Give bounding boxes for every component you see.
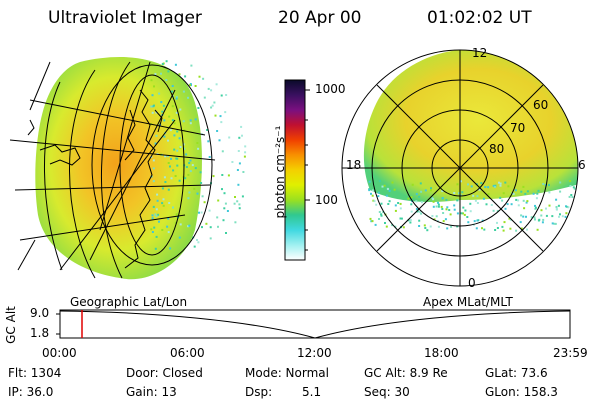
timeline-axis-name: GC Alt: [3, 306, 18, 344]
geographic-grid: [9, 61, 216, 279]
timeline-right-title: Apex MLat/MLT: [423, 295, 513, 309]
colorbar-unit-label: photon cm⁻²s⁻¹: [273, 125, 287, 219]
time-tick-2359: 23:59: [553, 346, 588, 360]
sequence-number: Seq: 30: [364, 385, 410, 399]
colorbar: [284, 79, 310, 261]
colorbar-tick-100: 100: [315, 193, 338, 207]
y-tick-1-8: 1.8: [30, 326, 50, 340]
colorbar-tick-1000: 1000: [315, 82, 346, 96]
y-tick-9: 9.0: [30, 306, 50, 320]
ip-value: IP: 36.0: [8, 385, 54, 399]
geographic-longitude: GLon: 158.3: [485, 385, 558, 399]
mlat-label-70: 70: [510, 121, 526, 135]
time-tick-1200: 12:00: [297, 346, 332, 360]
date-label: 20 Apr 00: [278, 8, 362, 28]
polar-aurora-oval: [363, 50, 578, 202]
mode-value: Mode: Normal: [245, 366, 329, 380]
time-tick-0000: 00:00: [42, 346, 77, 360]
mlt-label-6: 6: [578, 158, 586, 172]
mlat-label-80: 80: [489, 142, 505, 156]
altitude-curve: [59, 310, 571, 339]
timeline-left-title: Geographic Lat/Lon: [70, 295, 188, 309]
flight-number: Flt: 1304: [8, 366, 62, 380]
coastline-outline: [27, 89, 163, 269]
mlt-label-12: 12: [472, 46, 488, 60]
mlt-label-0: 0: [468, 276, 476, 290]
timeline-plot: [56, 309, 571, 339]
dsp-value: 5.1: [302, 385, 322, 399]
dsp-label: Dsp:: [245, 385, 273, 399]
geographic-latitude: GLat: 73.6: [485, 366, 548, 380]
mlat-label-60: 60: [533, 98, 549, 112]
door-status: Door: Closed: [126, 366, 203, 380]
instrument-title: Ultraviolet Imager: [48, 8, 202, 28]
gain-value: Gain: 13: [126, 385, 177, 399]
time-tick-1800: 18:00: [424, 346, 459, 360]
polar-mlat-mlt-plot: [341, 49, 579, 287]
gc-altitude: GC Alt: 8.9 Re: [364, 366, 448, 380]
mlt-label-18: 18: [346, 158, 362, 172]
time-label: 01:02:02 UT: [427, 8, 532, 28]
time-tick-0600: 06:00: [170, 346, 205, 360]
